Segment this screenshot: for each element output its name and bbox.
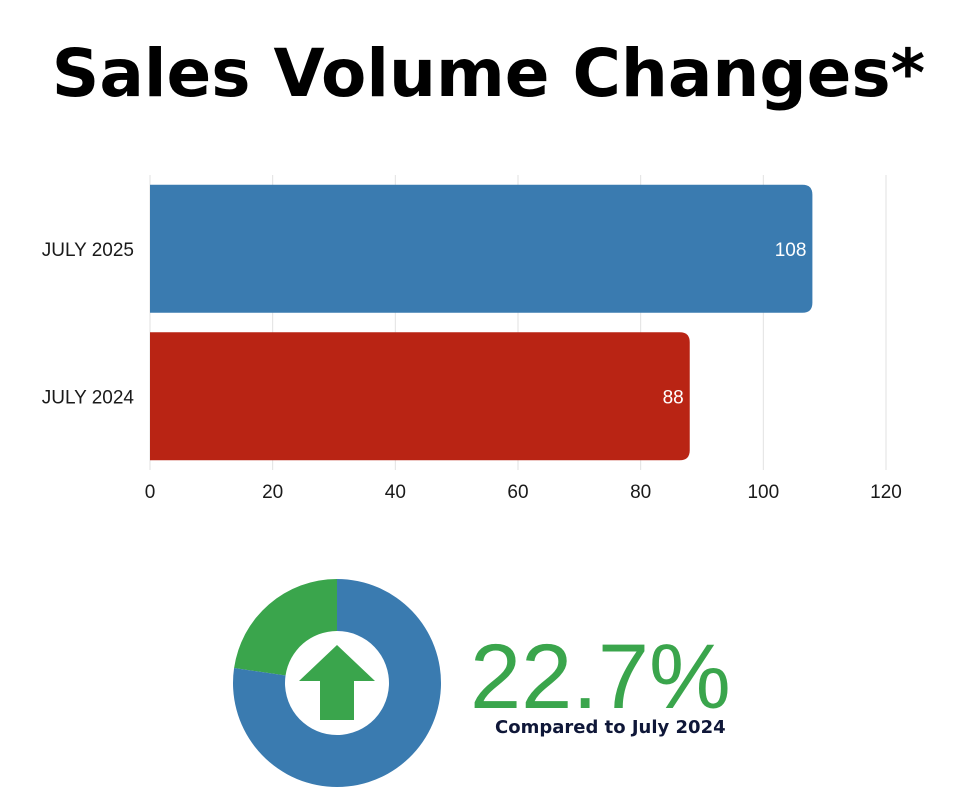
x-tick-label: 100 bbox=[747, 482, 779, 503]
x-tick-label: 80 bbox=[630, 482, 651, 503]
percent-change: 22.7% bbox=[470, 626, 731, 728]
bar-july-2024 bbox=[150, 332, 690, 461]
category-label: JULY 2024 bbox=[42, 387, 135, 408]
chart-title: Sales Volume Changes* bbox=[51, 35, 926, 112]
bar-chart: 108 JULY 2025 88 JULY 2024 0 20 40 60 80 100 120 bbox=[42, 175, 902, 503]
comparison-caption: Compared to July 2024 bbox=[495, 717, 726, 738]
bar-value-label: 88 bbox=[663, 387, 684, 408]
arrow-up-icon bbox=[299, 645, 375, 720]
x-tick-label: 60 bbox=[507, 482, 528, 503]
x-tick-label: 40 bbox=[385, 482, 406, 503]
bar-value-label: 108 bbox=[775, 240, 807, 261]
category-label: JULY 2025 bbox=[42, 240, 134, 261]
donut-slice-change bbox=[234, 579, 337, 676]
donut-slice-remainder bbox=[233, 579, 442, 788]
x-tick-label: 0 bbox=[145, 482, 156, 503]
x-tick-label: 120 bbox=[870, 482, 902, 503]
x-tick-label: 20 bbox=[262, 482, 283, 503]
bar-july-2025 bbox=[150, 184, 813, 313]
